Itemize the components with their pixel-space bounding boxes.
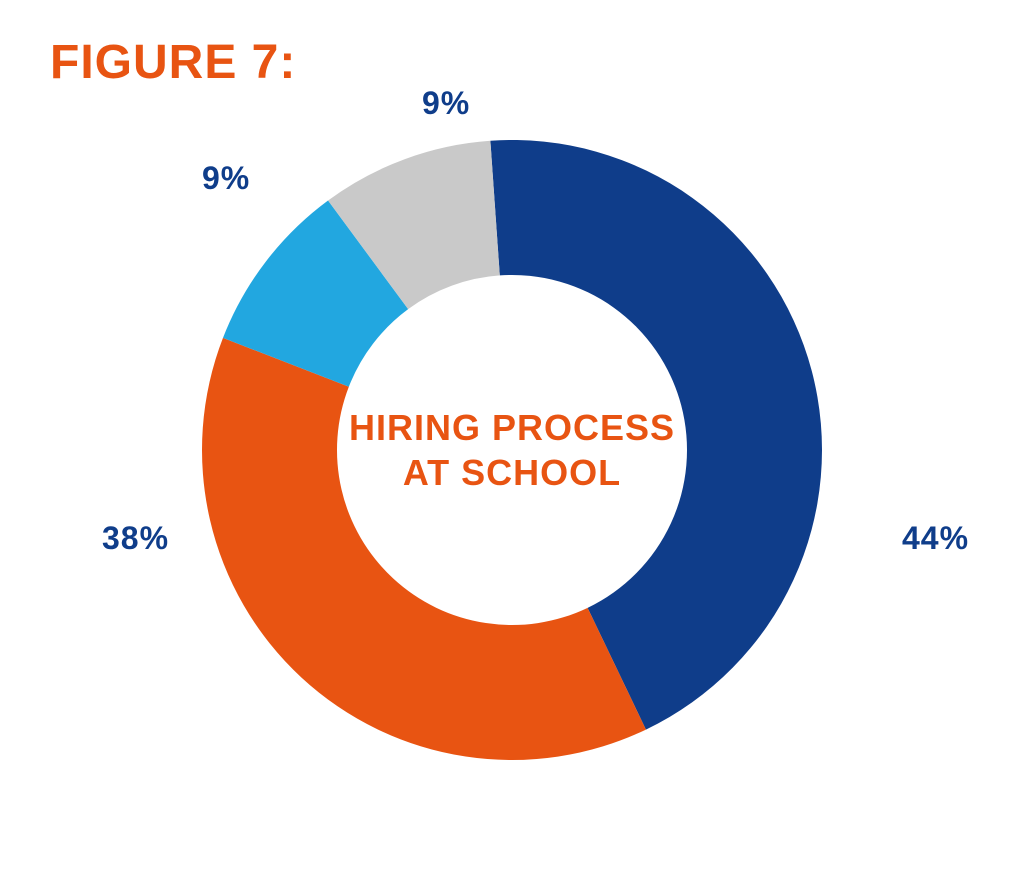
slice-label: 9% — [422, 85, 470, 122]
slice-label: 38% — [102, 520, 169, 557]
donut-slice — [202, 338, 646, 760]
donut-chart: HIRING PROCESS AT SCHOOL 44%38%9%9% — [162, 100, 862, 800]
figure-title: FIGURE 7: — [50, 35, 296, 90]
slice-label: 44% — [902, 520, 969, 557]
slice-label: 9% — [202, 160, 250, 197]
chart-center-label: HIRING PROCESS AT SCHOOL — [342, 405, 682, 495]
